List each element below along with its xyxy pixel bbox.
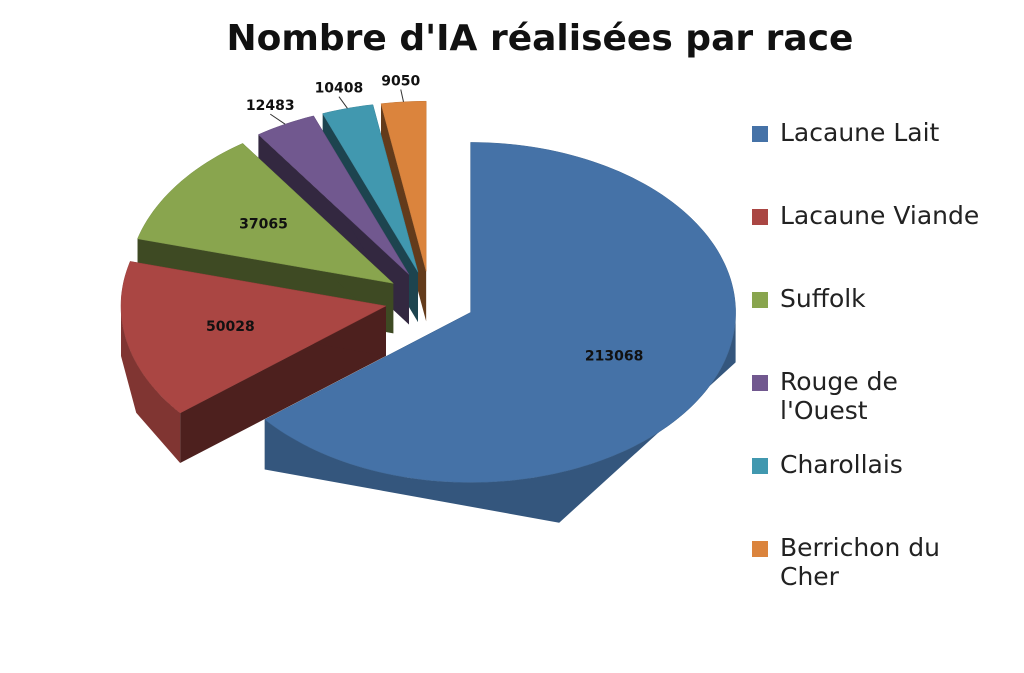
slice (137, 143, 395, 284)
leader-line (338, 96, 348, 109)
slice (380, 100, 427, 272)
slice (264, 142, 736, 523)
data-label: 9050 (381, 74, 420, 90)
chart-title: Nombre d'IA réalisées par race (227, 18, 854, 59)
legend-item: Rouge de l'Ouest (752, 367, 984, 450)
data-label: 50028 (206, 319, 255, 335)
legend-item: Suffolk (752, 284, 984, 367)
legend: Lacaune Lait Lacaune Viande Suffolk Rouge d… (752, 118, 984, 616)
leader-line (400, 89, 404, 102)
legend-swatch (752, 209, 768, 225)
data-label: 37065 (239, 216, 288, 232)
data-label: 12483 (246, 98, 295, 114)
slice (120, 261, 387, 414)
slice (322, 104, 419, 273)
legend-label: Berrichon du Cher (780, 533, 940, 591)
legend-item: Berrichon du Cher (752, 533, 984, 616)
legend-swatch (752, 541, 768, 557)
legend-label: Rouge de l'Ouest (780, 367, 898, 425)
data-label: 10408 (315, 81, 364, 97)
legend-swatch (752, 375, 768, 391)
leader-line (270, 113, 286, 125)
data-label: 213068 (585, 348, 643, 364)
legend-label: Lacaune Viande (780, 201, 980, 230)
legend-item: Lacaune Lait (752, 118, 984, 201)
slice-side (121, 306, 181, 463)
legend-label: Charollais (780, 450, 903, 479)
legend-label: Suffolk (780, 284, 866, 313)
legend-swatch (752, 292, 768, 308)
legend-label: Lacaune Lait (780, 118, 940, 147)
legend-item: Charollais (752, 450, 984, 533)
legend-swatch (752, 458, 768, 474)
legend-swatch (752, 126, 768, 142)
slice (264, 142, 736, 483)
slice (120, 261, 387, 464)
legend-item: Lacaune Viande (752, 201, 984, 284)
